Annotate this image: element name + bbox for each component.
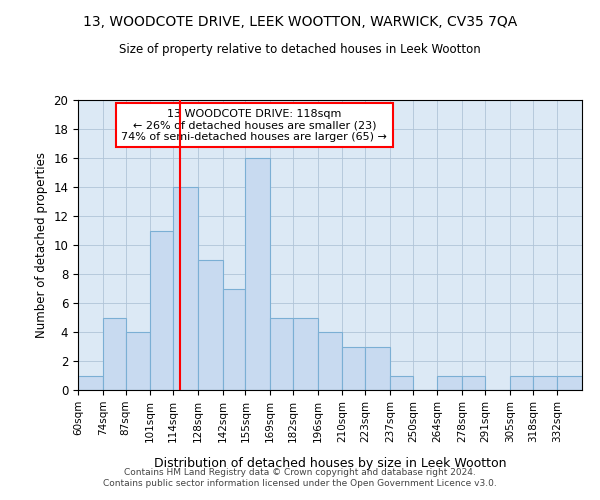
Text: Size of property relative to detached houses in Leek Wootton: Size of property relative to detached ho…	[119, 42, 481, 56]
Text: Contains HM Land Registry data © Crown copyright and database right 2024.
Contai: Contains HM Land Registry data © Crown c…	[103, 468, 497, 487]
Bar	[173, 187, 198, 390]
Bar	[365, 346, 390, 390]
Bar	[510, 376, 533, 390]
Bar	[103, 318, 125, 390]
Bar	[557, 376, 582, 390]
Bar	[343, 346, 365, 390]
Bar	[245, 158, 270, 390]
Bar	[317, 332, 343, 390]
Bar	[533, 376, 557, 390]
Bar	[293, 318, 317, 390]
Y-axis label: Number of detached properties: Number of detached properties	[35, 152, 48, 338]
Text: 13, WOODCOTE DRIVE, LEEK WOOTTON, WARWICK, CV35 7QA: 13, WOODCOTE DRIVE, LEEK WOOTTON, WARWIC…	[83, 15, 517, 29]
Bar	[223, 288, 245, 390]
Bar	[270, 318, 293, 390]
Bar	[78, 376, 103, 390]
Bar	[125, 332, 150, 390]
Text: Distribution of detached houses by size in Leek Wootton: Distribution of detached houses by size …	[154, 458, 506, 470]
Bar	[437, 376, 462, 390]
Bar	[150, 230, 173, 390]
Bar	[462, 376, 485, 390]
Text: 13 WOODCOTE DRIVE: 118sqm
← 26% of detached houses are smaller (23)
74% of semi-: 13 WOODCOTE DRIVE: 118sqm ← 26% of detac…	[121, 108, 388, 142]
Bar	[390, 376, 413, 390]
Bar	[198, 260, 223, 390]
